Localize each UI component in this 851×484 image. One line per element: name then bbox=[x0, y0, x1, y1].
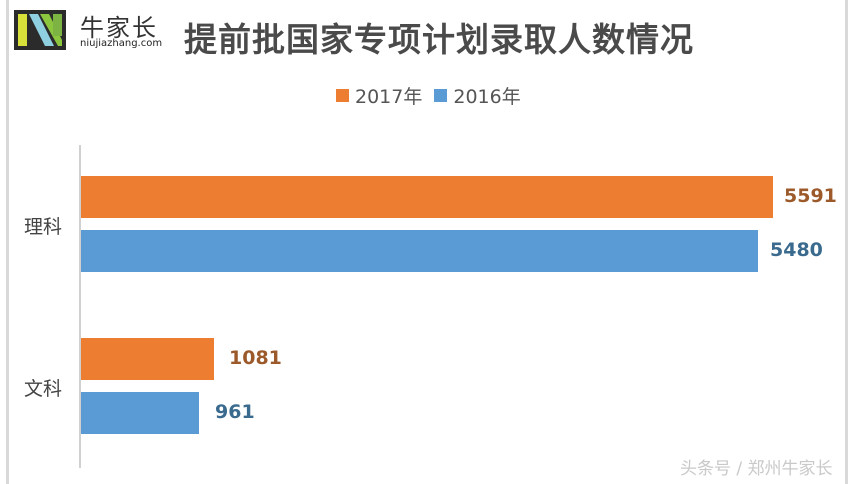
watermark: 头条号 / 郑州牛家长 bbox=[680, 459, 833, 479]
brand-url: niujiazhang.com bbox=[80, 38, 163, 49]
category-axis-line bbox=[79, 145, 81, 468]
bar-science-2016 bbox=[81, 230, 758, 272]
data-label-science-2016: 5480 bbox=[770, 239, 823, 261]
data-label-liberal-arts-2016: 961 bbox=[215, 401, 255, 423]
chart-legend: 2017年 2016年 bbox=[336, 82, 533, 109]
bar-liberal-arts-2016 bbox=[81, 392, 199, 434]
legend-swatch-2017 bbox=[336, 89, 349, 102]
data-label-science-2017: 5591 bbox=[784, 185, 837, 207]
legend-item-2016: 2016年 bbox=[434, 82, 521, 109]
legend-label-2017: 2017年 bbox=[355, 86, 423, 108]
frame-left-border bbox=[6, 0, 9, 484]
legend-label-2016: 2016年 bbox=[453, 86, 521, 108]
n-stripes-logo-icon bbox=[14, 10, 66, 50]
data-label-liberal-arts-2017: 1081 bbox=[229, 347, 282, 369]
category-label-liberal-arts: 文科 bbox=[24, 378, 63, 400]
frame-right-border bbox=[845, 0, 848, 484]
legend-swatch-2016 bbox=[434, 89, 448, 102]
bar-liberal-arts-2017 bbox=[81, 338, 214, 380]
brand-name: 牛家长 bbox=[80, 14, 158, 42]
category-label-science: 理科 bbox=[24, 216, 63, 238]
legend-item-2017: 2017年 bbox=[336, 82, 422, 109]
chart-title: 提前批国家专项计划录取人数情况 bbox=[184, 20, 694, 59]
bar-science-2017 bbox=[81, 176, 773, 218]
